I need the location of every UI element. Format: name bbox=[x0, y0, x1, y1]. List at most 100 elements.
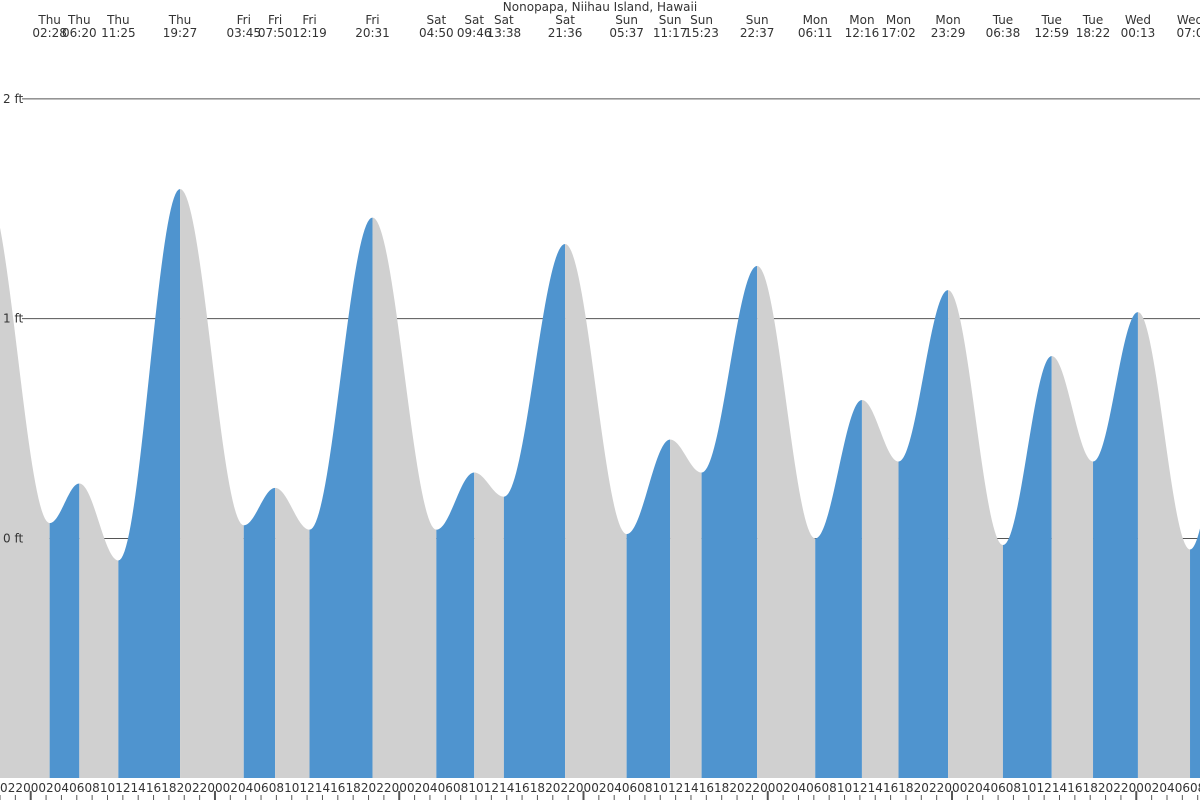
x-tick-label: 02 bbox=[591, 781, 606, 795]
extreme-time: 18:22 bbox=[1076, 26, 1111, 40]
x-tick-label: 04 bbox=[791, 781, 806, 795]
extreme-time: 11:17 bbox=[653, 26, 688, 40]
tide-segment bbox=[1051, 356, 1094, 778]
x-tick-label: 10 bbox=[837, 781, 852, 795]
x-tick-label: 22 bbox=[1113, 781, 1128, 795]
tide-segment bbox=[309, 217, 373, 778]
x-tick-label: 16 bbox=[699, 781, 714, 795]
extreme-day: Sat bbox=[464, 13, 484, 27]
x-tick-label: 22 bbox=[745, 781, 760, 795]
x-tick-label: 14 bbox=[499, 781, 514, 795]
x-tick-label: 06 bbox=[438, 781, 453, 795]
extreme-day: Sun bbox=[659, 13, 682, 27]
extreme-time: 00:13 bbox=[1121, 26, 1156, 40]
extreme-time: 05:37 bbox=[609, 26, 644, 40]
x-tick-label: 18 bbox=[714, 781, 729, 795]
x-tick-label: 16 bbox=[883, 781, 898, 795]
x-tick-label: 08 bbox=[453, 781, 468, 795]
x-tick-label: 08 bbox=[269, 781, 284, 795]
x-tick-label: 06 bbox=[622, 781, 637, 795]
x-tick-label: 12 bbox=[852, 781, 867, 795]
extreme-day: Tue bbox=[1040, 13, 1062, 27]
tide-segment bbox=[118, 189, 181, 778]
extreme-time: 21:36 bbox=[548, 26, 583, 40]
x-tick-label: 06 bbox=[253, 781, 268, 795]
x-tick-label: 18 bbox=[898, 781, 913, 795]
extreme-day: Thu bbox=[67, 13, 91, 27]
extreme-time: 04:50 bbox=[419, 26, 454, 40]
extreme-day: Fri bbox=[365, 13, 379, 27]
tide-segment bbox=[180, 189, 244, 778]
x-tick-label: 02 bbox=[223, 781, 238, 795]
extreme-time: 06:38 bbox=[986, 26, 1021, 40]
extreme-day: Tue bbox=[1082, 13, 1104, 27]
tide-segment bbox=[1190, 528, 1200, 778]
y-tick-label: 0 ft bbox=[3, 531, 23, 545]
x-tick-label: 08 bbox=[637, 781, 652, 795]
x-tick-label: 04 bbox=[238, 781, 253, 795]
tide-segment bbox=[49, 483, 80, 778]
x-tick-label: 22 bbox=[376, 781, 391, 795]
x-tick-label: 18 bbox=[530, 781, 545, 795]
tide-segment bbox=[701, 265, 758, 778]
x-tick-label: 06 bbox=[69, 781, 84, 795]
tide-segment bbox=[436, 472, 475, 778]
x-tick-label: 00 bbox=[1129, 781, 1144, 795]
extreme-day: Wed bbox=[1177, 13, 1200, 27]
extreme-day: Mon bbox=[886, 13, 911, 27]
chart-title: Nonopapa, Niihau Island, Hawaii bbox=[503, 0, 697, 14]
x-tick-label: 10 bbox=[284, 781, 299, 795]
extreme-day: Fri bbox=[268, 13, 282, 27]
extreme-time: 07:50 bbox=[258, 26, 293, 40]
tide-segment bbox=[565, 243, 627, 778]
x-tick-label: 02 bbox=[775, 781, 790, 795]
y-tick-label: 2 ft bbox=[3, 92, 23, 106]
x-tick-label: 16 bbox=[330, 781, 345, 795]
tide-segment bbox=[757, 265, 816, 778]
extreme-day: Fri bbox=[237, 13, 251, 27]
x-tick-label: 18 bbox=[346, 781, 361, 795]
x-tick-label: 08 bbox=[1190, 781, 1200, 795]
x-tick-label: 14 bbox=[315, 781, 330, 795]
extreme-time: 07:0 bbox=[1177, 26, 1200, 40]
x-tick-label: 00 bbox=[944, 781, 959, 795]
x-tick-label: 16 bbox=[514, 781, 529, 795]
x-tick-label: 22 bbox=[192, 781, 207, 795]
x-tick-label: 00 bbox=[23, 781, 38, 795]
extreme-day: Thu bbox=[106, 13, 130, 27]
extreme-time: 12:19 bbox=[292, 26, 327, 40]
x-tick-label: 08 bbox=[822, 781, 837, 795]
x-tick-label: 10 bbox=[468, 781, 483, 795]
tide-segment bbox=[275, 487, 310, 778]
x-tick-label: 16 bbox=[1067, 781, 1082, 795]
extreme-day: Thu bbox=[37, 13, 61, 27]
x-tick-label: 14 bbox=[868, 781, 883, 795]
extreme-day: Thu bbox=[168, 13, 192, 27]
x-tick-label: 20 bbox=[914, 781, 929, 795]
x-tick-label: 06 bbox=[1175, 781, 1190, 795]
extreme-time: 09:46 bbox=[457, 26, 492, 40]
x-tick-label: 18 bbox=[1083, 781, 1098, 795]
x-tick-label: 04 bbox=[1159, 781, 1174, 795]
tide-segment bbox=[243, 487, 276, 778]
extreme-time: 06:11 bbox=[798, 26, 833, 40]
extreme-time: 19:27 bbox=[163, 26, 198, 40]
y-tick-label: 1 ft bbox=[3, 312, 23, 326]
extreme-time: 20:31 bbox=[355, 26, 390, 40]
tide-segment bbox=[0, 227, 50, 778]
extreme-time: 17:02 bbox=[881, 26, 916, 40]
x-tick-label: 04 bbox=[975, 781, 990, 795]
x-tick-label: 10 bbox=[1021, 781, 1036, 795]
x-tick-label: 10 bbox=[653, 781, 668, 795]
x-tick-label: 16 bbox=[146, 781, 161, 795]
x-tick-label: 10 bbox=[100, 781, 115, 795]
x-tick-label: 00 bbox=[760, 781, 775, 795]
x-tick-label: 02 bbox=[960, 781, 975, 795]
tide-segment bbox=[626, 439, 671, 778]
x-tick-label: 20 bbox=[545, 781, 560, 795]
extreme-time: 06:20 bbox=[62, 26, 97, 40]
tide-segment bbox=[503, 243, 566, 778]
x-tick-label: 04 bbox=[607, 781, 622, 795]
tide-segment bbox=[670, 439, 702, 778]
